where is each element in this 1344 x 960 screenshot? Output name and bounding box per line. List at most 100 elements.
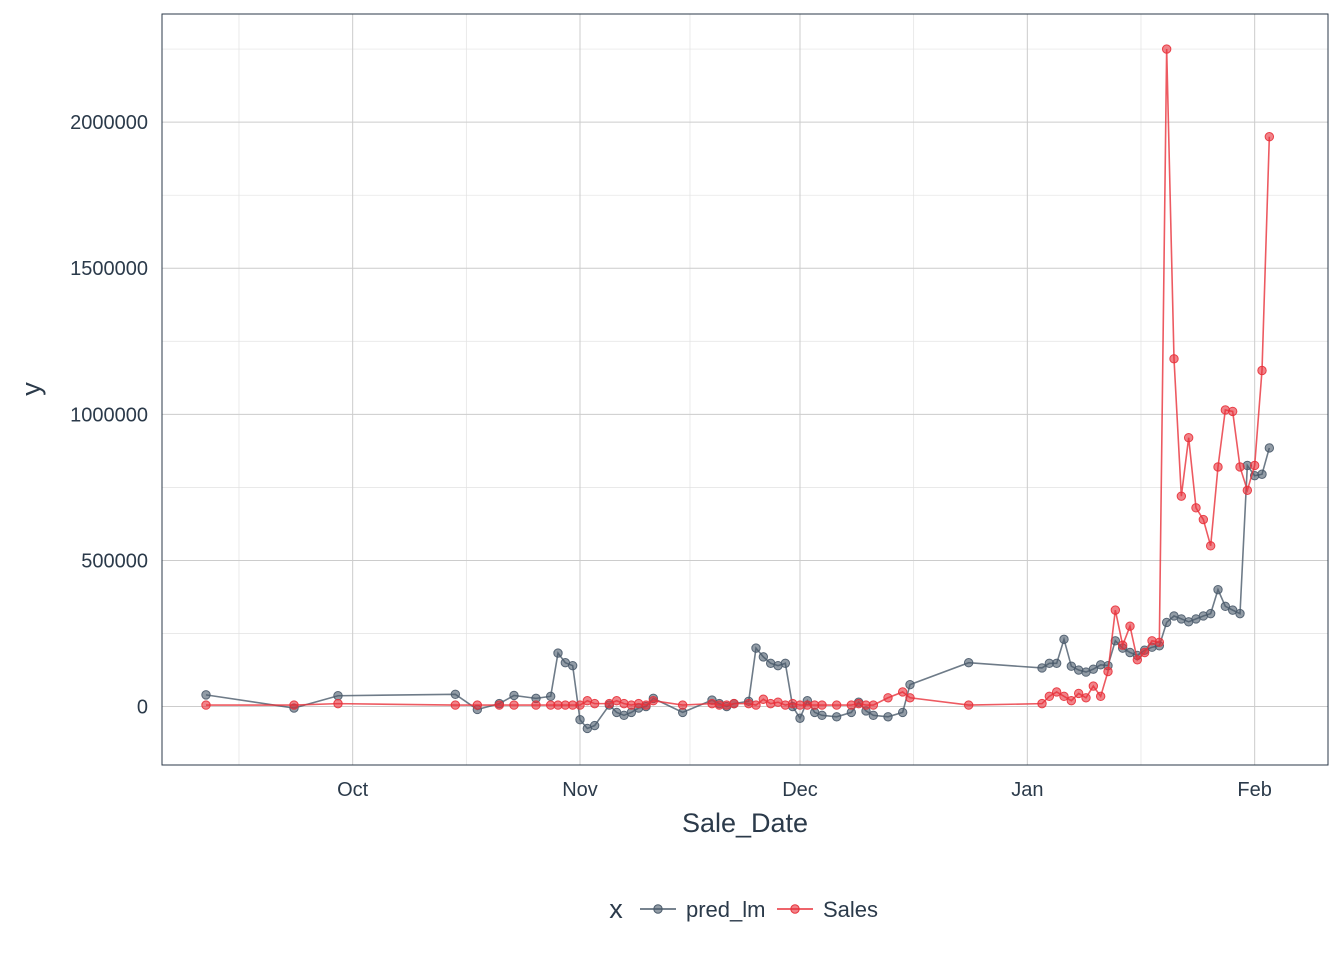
data-point-Sales <box>494 700 505 710</box>
y-tick-label: 0 <box>137 697 148 719</box>
data-point-Sales <box>883 693 893 703</box>
data-point-Sales <box>1051 687 1062 697</box>
data-point-Sales <box>1059 691 1069 702</box>
data-point-Sales <box>1139 647 1150 658</box>
data-point-pred_lm <box>545 691 556 702</box>
data-point-pred_lm <box>1088 664 1099 674</box>
data-point-Sales <box>575 700 585 710</box>
data-point-pred_lm <box>553 648 563 658</box>
data-point-Sales <box>963 700 974 710</box>
data-point-Sales <box>817 700 827 710</box>
data-point-Sales <box>1198 514 1209 525</box>
data-point-pred_lm <box>963 658 974 668</box>
data-point-pred_lm <box>1066 661 1077 671</box>
data-point-Sales <box>751 700 761 710</box>
x-axis-title: Sale_Date <box>682 808 808 838</box>
data-point-Sales <box>1235 462 1245 472</box>
data-point-pred_lm <box>883 712 893 722</box>
data-point-Sales <box>472 700 483 710</box>
data-point-pred_lm <box>1037 663 1047 673</box>
data-point-Sales <box>1081 693 1091 703</box>
data-point-Sales <box>1132 655 1143 665</box>
data-point-pred_lm <box>1051 658 1062 669</box>
data-point-Sales <box>1227 406 1238 417</box>
data-point-Sales <box>1044 691 1055 702</box>
data-point-pred_lm <box>1257 469 1267 479</box>
data-point-Sales <box>897 687 908 697</box>
data-point-Sales <box>641 700 651 710</box>
data-point-pred_lm <box>817 710 827 721</box>
data-point-Sales <box>1257 365 1267 376</box>
legend-key-point <box>790 904 800 914</box>
legend: x pred_lm Sales <box>609 894 878 924</box>
data-point-pred_lm <box>897 707 908 718</box>
y-tick-label: 1000000 <box>70 404 148 426</box>
data-point-Sales <box>1125 621 1135 631</box>
data-point-pred_lm <box>1264 443 1275 453</box>
data-point-pred_lm <box>575 715 585 725</box>
data-point-Sales <box>1088 681 1099 691</box>
data-point-Sales <box>1191 503 1201 513</box>
data-point-pred_lm <box>1235 608 1245 619</box>
data-point-Sales <box>201 700 211 710</box>
data-point-pred_lm <box>509 690 519 701</box>
data-point-pred_lm <box>1161 617 1172 628</box>
data-point-pred_lm <box>201 690 211 700</box>
legend-key-point <box>653 904 663 914</box>
data-point-pred_lm <box>868 710 879 721</box>
data-point-Sales <box>729 698 739 709</box>
data-point-pred_lm <box>1227 605 1238 615</box>
y-axis-title: y <box>16 382 46 396</box>
data-point-Sales <box>1161 44 1172 54</box>
x-tick-label: Jan <box>1011 779 1043 801</box>
data-point-pred_lm <box>1220 601 1231 612</box>
data-point-pred_lm <box>758 652 769 662</box>
major-gridlines <box>162 14 1328 765</box>
data-point-pred_lm <box>1213 584 1223 595</box>
data-point-pred_lm <box>831 712 842 722</box>
series-layer <box>201 44 1275 734</box>
data-point-Sales <box>509 700 519 710</box>
data-point-Sales <box>905 693 915 703</box>
x-tick-label: Nov <box>562 779 598 801</box>
data-point-Sales <box>1110 605 1121 615</box>
x-tick-label: Dec <box>782 779 818 801</box>
data-point-Sales <box>1103 666 1113 677</box>
data-point-Sales <box>1176 491 1187 501</box>
y-axis-ticks: 0 500000 1000000 1500000 2000000 <box>70 112 148 718</box>
data-point-Sales <box>758 694 769 704</box>
series-pred_lm <box>201 443 1275 734</box>
y-tick-label: 2000000 <box>70 112 148 134</box>
data-point-Sales <box>1073 688 1084 699</box>
data-point-Sales <box>1205 541 1216 551</box>
data-point-Sales <box>1117 640 1128 650</box>
data-point-pred_lm <box>567 660 578 671</box>
data-point-Sales <box>868 700 879 710</box>
data-point-pred_lm <box>780 658 791 669</box>
data-point-Sales <box>831 700 842 710</box>
data-point-pred_lm <box>333 691 343 701</box>
minor-gridlines <box>162 14 1328 765</box>
data-point-Sales <box>1213 462 1223 472</box>
data-point-Sales <box>1264 132 1275 142</box>
series-line-pred_lm <box>205 447 1271 730</box>
data-point-Sales <box>531 700 541 710</box>
data-point-Sales <box>1037 698 1047 709</box>
data-point-Sales <box>333 698 343 709</box>
data-point-Sales <box>450 700 461 710</box>
x-tick-label: Feb <box>1237 779 1271 801</box>
series-line-Sales <box>206 49 1271 706</box>
data-point-Sales <box>677 700 688 710</box>
data-point-Sales <box>1183 433 1194 443</box>
data-point-pred_lm <box>1205 608 1216 619</box>
data-point-Sales <box>1169 354 1179 364</box>
x-tick-label: Oct <box>337 779 369 801</box>
data-point-pred_lm <box>589 720 600 731</box>
legend-item-Sales: Sales <box>777 897 878 922</box>
y-tick-label: 500000 <box>81 550 148 572</box>
data-point-pred_lm <box>751 643 761 653</box>
data-point-Sales <box>1242 485 1253 496</box>
data-point-Sales <box>1249 460 1260 471</box>
legend-label: Sales <box>823 897 878 922</box>
